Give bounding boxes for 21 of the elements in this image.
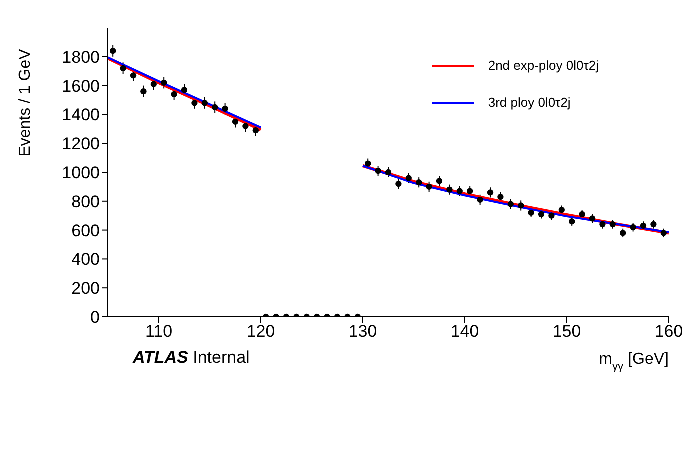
y-tick-label: 1800 (62, 48, 100, 67)
y-tick-label: 1600 (62, 76, 100, 96)
y-tick-label: 600 (72, 221, 100, 240)
y-tick-label: 800 (72, 192, 100, 212)
x-tick-label: 150 (552, 322, 582, 342)
y-tick-label: 400 (72, 250, 100, 270)
y-tick-label: 1000 (62, 164, 100, 183)
x-tick-label: 110 (145, 322, 173, 342)
y-tick-label: 1200 (62, 134, 100, 154)
x-tick-label: 140 (450, 322, 480, 342)
x-tick-label: 130 (348, 322, 378, 342)
y-axis-title: Events / 1 GeV (17, 48, 34, 157)
y-tick-label: 0 (90, 308, 100, 328)
legend-label: 2nd exp-ploy 0l0τ2j (488, 58, 599, 73)
y-tick-label: 200 (72, 279, 100, 298)
x-tick-label: 120 (246, 322, 276, 342)
y-tick-label: 1400 (62, 106, 100, 125)
legend-label: 3rd ploy 0l0τ2j (488, 95, 571, 110)
x-tick-label: 160 (654, 322, 684, 342)
text: ATLAS Internal (133, 348, 250, 368)
x-axis-title: m$_{γγ}$ [GeV] (599, 351, 669, 373)
